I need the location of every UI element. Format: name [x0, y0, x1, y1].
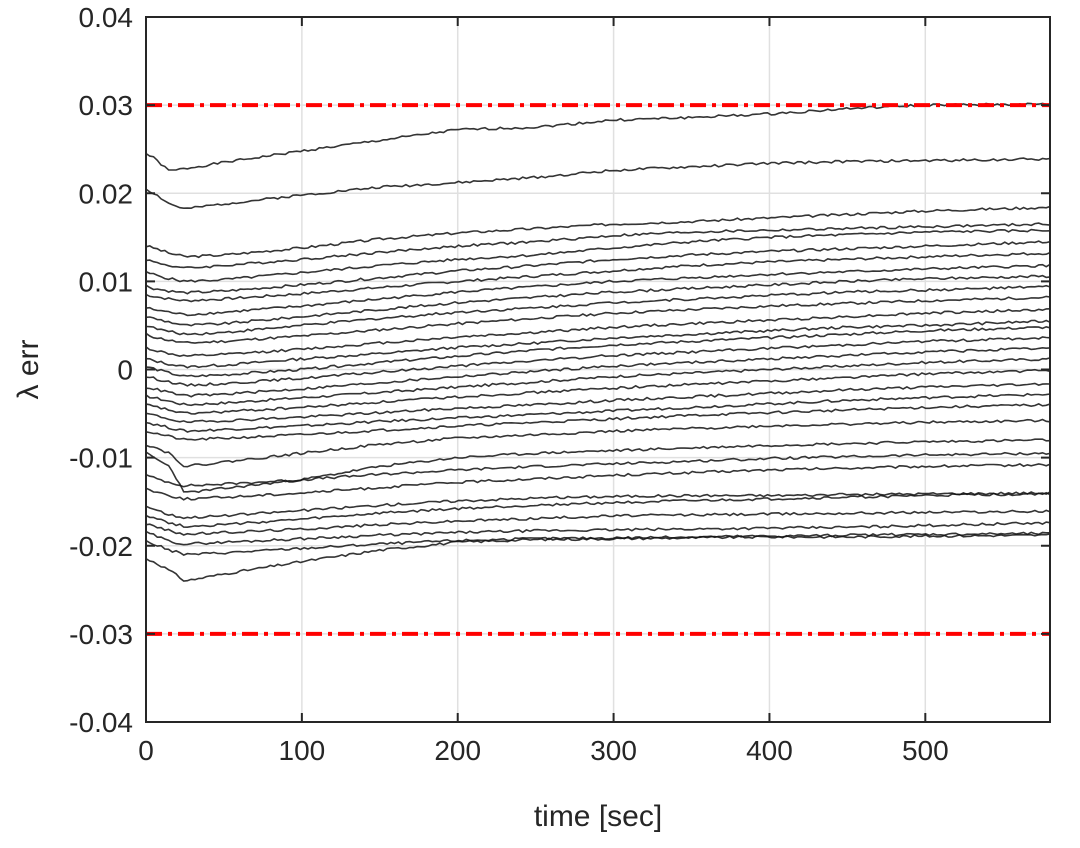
y-tick-label-0: -0.04 — [69, 707, 133, 738]
series-line-26 — [145, 491, 1051, 529]
series-line-24 — [145, 463, 1051, 501]
series-line-11 — [145, 308, 1051, 358]
bounds-group — [146, 103, 1050, 636]
y-tick-label-1: -0.03 — [69, 619, 133, 650]
y-tick-label-7: 0.03 — [79, 90, 134, 121]
series-line-13 — [145, 325, 1051, 378]
series-line-27 — [145, 509, 1051, 536]
series-line-4 — [145, 228, 1051, 283]
series-line-18 — [145, 382, 1051, 424]
series-line-20 — [145, 403, 1051, 441]
series-line-16 — [145, 357, 1051, 407]
series-line-1 — [145, 157, 1051, 210]
series-line-2 — [145, 205, 1051, 259]
x-tick-label-2: 200 — [434, 735, 481, 766]
series-line-8 — [145, 274, 1051, 327]
series-line-12 — [145, 319, 1051, 369]
x-axis-ticks: 0 100 200 300 400 500 — [138, 17, 949, 766]
series-group — [145, 102, 1051, 582]
x-tick-label-4: 400 — [746, 735, 793, 766]
series-line-14 — [145, 336, 1051, 387]
series-line-7 — [145, 263, 1051, 317]
y-axis-label: λ err — [12, 339, 45, 399]
series-line-0 — [145, 102, 1051, 171]
y-tick-label-3: -0.01 — [69, 443, 133, 474]
series-line-30 — [145, 533, 1051, 582]
series-line-19 — [145, 392, 1051, 433]
y-tick-label-4: 0 — [117, 355, 133, 386]
series-line-6 — [145, 251, 1051, 303]
y-tick-label-5: 0.01 — [79, 266, 134, 297]
series-line-28 — [145, 521, 1051, 546]
series-line-29 — [145, 531, 1050, 556]
y-tick-label-8: 0.04 — [79, 2, 134, 33]
series-line-25 — [145, 491, 1051, 520]
series-line-5 — [145, 240, 1051, 295]
x-tick-label-0: 0 — [138, 735, 154, 766]
y-tick-label-6: 0.02 — [79, 178, 134, 209]
y-tick-label-2: -0.02 — [69, 531, 133, 562]
series-line-9 — [145, 284, 1051, 336]
x-axis-label: time [sec] — [534, 800, 662, 833]
series-line-3 — [145, 222, 1051, 269]
x-tick-label-1: 100 — [279, 735, 326, 766]
series-line-17 — [145, 368, 1051, 415]
x-tick-label-5: 500 — [902, 735, 949, 766]
series-line-23 — [145, 451, 1051, 488]
x-tick-label-3: 300 — [590, 735, 637, 766]
series-line-21 — [145, 418, 1051, 468]
series-line-15 — [145, 346, 1051, 398]
y-axis-ticks: -0.04 -0.03 -0.02 -0.01 0 0.01 0.02 0.03 0.04 — [69, 2, 1050, 738]
series-line-10 — [145, 295, 1051, 344]
